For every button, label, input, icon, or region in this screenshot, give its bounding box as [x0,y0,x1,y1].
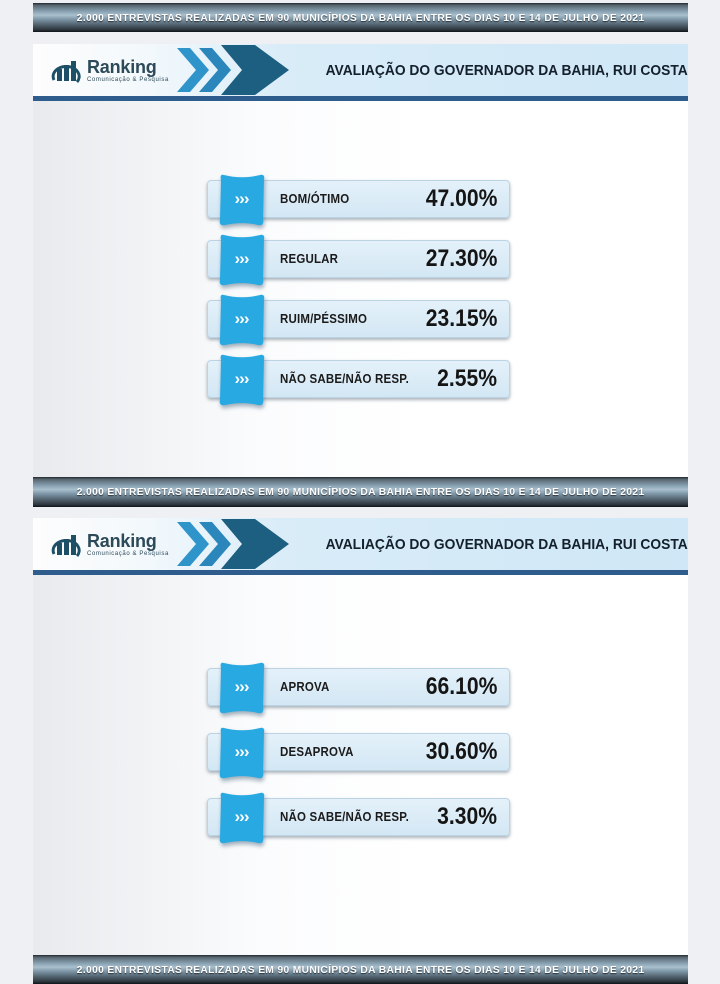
logo-subtitle: Comunicação & Pesquisa [87,76,169,83]
top-banner: 2.000 ENTREVISTAS REALIZADAS EM 90 MUNIC… [33,3,688,32]
logo-name: Ranking [87,530,157,551]
result-row-nao-sabe: ››› NÃO SABE/NÃO RESP. 3.30% [207,792,510,844]
logo-text: Ranking Comunicação & Pesquisa [87,58,169,83]
bottom-banner-text: 2.000 ENTREVISTAS REALIZADAS EM 90 MUNIC… [76,963,645,976]
top-banner-text: 2.000 ENTREVISTAS REALIZADAS EM 90 MUNIC… [76,11,645,24]
triple-arrow-icon [176,519,289,569]
row-value: 27.30% [425,245,497,272]
panel-governor-rating: Ranking Comunicação & Pesquisa AVALIAÇÃO… [0,44,720,477]
row-label: DESAPROVA [280,745,354,759]
chevrons-icon: ››› [234,189,250,208]
row-value: 3.30% [437,803,497,830]
ribbon-shape [219,174,265,226]
row-label: NÃO SABE/NÃO RESP. [280,810,409,824]
chevrons-icon: ››› [234,309,250,328]
result-row-regular: ››› REGULAR 27.30% [207,234,510,286]
chevrons-icon: ››› [234,807,250,826]
row-value: 2.55% [437,365,497,392]
bar-chart-logo-icon [51,535,81,557]
result-row-ruim-pessimo: ››› RUIM/PÉSSIMO 23.15% [207,294,510,346]
middle-banner-text: 2.000 ENTREVISTAS REALIZADAS EM 90 MUNIC… [76,486,645,498]
logo-name: Ranking [87,56,157,77]
row-ribbon-badge: ››› [218,234,265,286]
row-label: BOM/ÓTIMO [280,192,350,206]
row-value: 23.15% [425,305,497,332]
ribbon-shape [219,792,265,844]
result-row-nao-sabe: ››› NÃO SABE/NÃO RESP. 2.55% [207,354,510,406]
result-row-desaprova: ››› DESAPROVA 30.60% [207,727,510,779]
row-label: NÃO SABE/NÃO RESP. [280,372,409,386]
panel2-header-band: Ranking Comunicação & Pesquisa AVALIAÇÃO… [33,518,688,575]
ribbon-shape [219,727,265,779]
logo-subtitle: Comunicação & Pesquisa [87,550,169,557]
chevrons-icon: ››› [234,742,250,761]
ribbon-shape [219,354,265,406]
bar-chart-logo-icon [51,61,81,83]
row-label: APROVA [280,680,330,694]
chevrons-icon: ››› [234,249,250,268]
result-row-aprova: ››› APROVA 66.10% [207,662,510,714]
ranking-logo: Ranking Comunicação & Pesquisa [33,529,169,559]
panel-governor-approval: Ranking Comunicação & Pesquisa AVALIAÇÃO… [0,518,720,955]
row-ribbon-badge: ››› [218,662,265,714]
bottom-banner: 2.000 ENTREVISTAS REALIZADAS EM 90 MUNIC… [33,955,688,984]
ribbon-shape [219,662,265,714]
panel1-content: ››› BOM/ÓTIMO 47.00% ››› REGULAR 27.30% [33,101,688,477]
row-label: REGULAR [280,252,339,266]
row-ribbon-badge: ››› [218,174,265,226]
ranking-logo: Ranking Comunicação & Pesquisa [33,55,169,85]
row-ribbon-badge: ››› [218,294,265,346]
row-value: 66.10% [425,673,497,700]
ribbon-shape [219,234,265,286]
panel1-header-band: Ranking Comunicação & Pesquisa AVALIAÇÃO… [33,44,688,101]
ribbon-shape [219,294,265,346]
row-value: 30.60% [425,738,497,765]
chevrons-icon: ››› [234,369,250,388]
middle-banner: 2.000 ENTREVISTAS REALIZADAS EM 90 MUNIC… [33,477,688,507]
panel2-title: AVALIAÇÃO DO GOVERNADOR DA BAHIA, RUI CO… [325,535,688,553]
row-value: 47.00% [425,185,497,212]
result-row-bom-otimo: ››› BOM/ÓTIMO 47.00% [207,174,510,226]
row-label: RUIM/PÉSSIMO [280,312,368,326]
panel1-title: AVALIAÇÃO DO GOVERNADOR DA BAHIA, RUI CO… [325,61,688,79]
row-ribbon-badge: ››› [218,354,265,406]
chevrons-icon: ››› [234,677,250,696]
row-ribbon-badge: ››› [218,792,265,844]
logo-text: Ranking Comunicação & Pesquisa [87,532,169,557]
triple-arrow-icon [176,45,289,95]
panel2-content: ››› APROVA 66.10% ››› DESAPROVA 30.60% [33,575,688,955]
row-ribbon-badge: ››› [218,727,265,779]
